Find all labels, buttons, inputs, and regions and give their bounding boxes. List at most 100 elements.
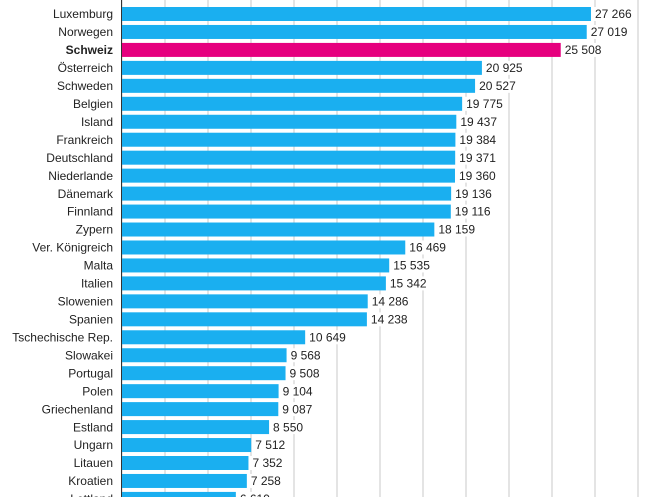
y-tick-label: Polen bbox=[82, 384, 113, 398]
bar bbox=[122, 168, 455, 183]
y-tick-label: Lettland bbox=[70, 492, 113, 497]
y-tick-label: Griechenland bbox=[42, 402, 113, 416]
bar bbox=[122, 473, 247, 488]
value-label-bg bbox=[367, 312, 408, 327]
value-label: 19 437 bbox=[460, 115, 497, 129]
value-label-bg bbox=[457, 114, 498, 129]
value-label-bg bbox=[306, 330, 347, 345]
value-label-bg bbox=[435, 222, 476, 237]
value-label: 19 116 bbox=[455, 205, 491, 219]
bar bbox=[122, 348, 287, 363]
value-label: 19 384 bbox=[459, 133, 496, 147]
y-tick-label: Portugal bbox=[68, 366, 113, 380]
bar bbox=[122, 186, 452, 201]
bar bbox=[122, 438, 252, 453]
y-tick-label: Estland bbox=[73, 420, 113, 434]
y-tick-label: Finnland bbox=[67, 205, 113, 219]
value-label-bg bbox=[451, 204, 492, 219]
y-tick-label: Luxemburg bbox=[53, 7, 113, 21]
value-label: 19 371 bbox=[459, 151, 496, 165]
value-label-bg bbox=[452, 186, 493, 201]
value-label: 10 649 bbox=[309, 330, 346, 344]
value-label: 27 266 bbox=[595, 7, 632, 21]
y-tick-label: Deutschland bbox=[46, 151, 113, 165]
value-label-bg bbox=[270, 420, 311, 435]
value-label-bg bbox=[236, 491, 277, 497]
y-tick-label: Zypern bbox=[76, 223, 113, 237]
value-label-bg bbox=[249, 456, 290, 470]
y-tick-label: Ungarn bbox=[74, 438, 113, 452]
y-tick-label: Island bbox=[81, 115, 113, 129]
bar bbox=[122, 456, 249, 470]
value-label: 7 512 bbox=[255, 438, 285, 452]
value-label: 6 619 bbox=[240, 492, 270, 497]
value-label-bg bbox=[463, 96, 504, 111]
bar bbox=[122, 78, 476, 93]
y-tick-label: Dänemark bbox=[58, 187, 114, 201]
bar bbox=[122, 258, 390, 273]
y-tick-label: Norwegen bbox=[58, 25, 113, 39]
value-label-bg bbox=[476, 78, 517, 93]
bar bbox=[122, 7, 591, 21]
value-label: 7 352 bbox=[252, 456, 282, 470]
bar bbox=[122, 312, 367, 327]
value-label: 9 568 bbox=[291, 348, 321, 362]
value-label-bg bbox=[279, 384, 320, 399]
value-label-bg bbox=[456, 150, 497, 165]
bar bbox=[122, 240, 406, 255]
value-label: 16 469 bbox=[409, 241, 446, 255]
y-tick-label: Ver. Königreich bbox=[32, 241, 113, 255]
value-label: 19 775 bbox=[466, 97, 503, 111]
value-label-bg bbox=[286, 366, 327, 381]
value-label-bg bbox=[247, 473, 288, 488]
y-tick-label: Slowenien bbox=[58, 295, 113, 309]
bar bbox=[122, 276, 386, 291]
y-tick-label: Italien bbox=[81, 277, 113, 291]
value-label-bg bbox=[279, 402, 320, 417]
y-tick-label: Österreich bbox=[58, 61, 113, 75]
value-label-bg bbox=[456, 132, 497, 147]
bar bbox=[122, 420, 270, 435]
bar bbox=[122, 42, 561, 57]
bar bbox=[122, 114, 457, 129]
bar bbox=[122, 491, 236, 497]
value-label: 20 527 bbox=[479, 79, 516, 93]
value-label: 9 104 bbox=[283, 384, 313, 398]
bar bbox=[122, 60, 482, 75]
bar bbox=[122, 150, 456, 165]
value-label-bg bbox=[587, 24, 628, 39]
value-label: 20 925 bbox=[486, 61, 523, 75]
value-label: 9 508 bbox=[290, 366, 320, 380]
value-label-bg bbox=[252, 438, 293, 453]
value-label-bg bbox=[287, 348, 328, 363]
value-label-bg bbox=[390, 258, 431, 273]
y-tick-label: Schweden bbox=[57, 79, 113, 93]
value-label-bg bbox=[455, 168, 496, 183]
y-tick-label: Malta bbox=[84, 259, 114, 273]
bar bbox=[122, 366, 286, 381]
value-label: 25 508 bbox=[565, 43, 602, 57]
value-label: 7 258 bbox=[251, 474, 281, 488]
bar bbox=[122, 222, 435, 237]
y-tick-label: Kroatien bbox=[68, 474, 113, 488]
value-label: 15 342 bbox=[390, 277, 427, 291]
bar bbox=[122, 204, 451, 219]
y-tick-label: Belgien bbox=[73, 97, 113, 111]
value-label-bg bbox=[482, 60, 523, 75]
value-label-bg bbox=[368, 294, 409, 309]
value-label: 14 238 bbox=[371, 312, 408, 326]
value-label: 14 286 bbox=[372, 295, 409, 309]
bar bbox=[122, 96, 463, 111]
y-tick-label: Tschechische Rep. bbox=[12, 330, 113, 344]
value-label: 8 550 bbox=[273, 420, 303, 434]
value-label: 15 535 bbox=[393, 259, 430, 273]
y-tick-label: Spanien bbox=[69, 312, 113, 326]
y-tick-label: Frankreich bbox=[56, 133, 113, 147]
bar bbox=[122, 132, 456, 147]
y-tick-label: Litauen bbox=[74, 456, 113, 470]
value-label-bg bbox=[386, 276, 427, 291]
bar bbox=[122, 294, 368, 309]
y-tick-label: Niederlande bbox=[48, 169, 113, 183]
